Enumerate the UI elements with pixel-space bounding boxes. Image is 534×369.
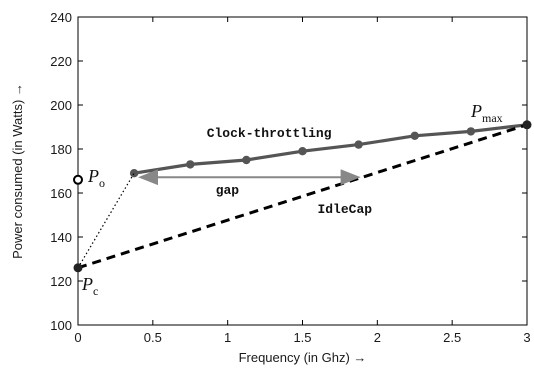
x-axis-label: Frequency (in Ghz) → bbox=[239, 350, 367, 365]
point-p-c-marker bbox=[73, 263, 83, 273]
series-clock-throttling-point bbox=[466, 127, 476, 136]
series-clock-throttling-point bbox=[129, 169, 139, 178]
series-clock-throttling-point bbox=[354, 140, 363, 149]
series-clock-throttling-point bbox=[242, 155, 251, 165]
x-tick-label: 0.5 bbox=[144, 330, 162, 345]
y-tick-label: 200 bbox=[50, 98, 72, 113]
y-tick-label: 220 bbox=[50, 54, 72, 69]
x-tick-label: 0 bbox=[74, 330, 81, 345]
x-tick-label: 3 bbox=[523, 330, 530, 345]
y-tick-label: 160 bbox=[50, 186, 72, 201]
point-p-o-label-sub: o bbox=[99, 176, 105, 190]
point-p-c-label: Pc bbox=[81, 274, 98, 298]
x-tick-label: 2.5 bbox=[443, 330, 461, 345]
point-p-max-label-sub: max bbox=[482, 111, 503, 125]
point-p-max-marker bbox=[522, 120, 532, 130]
y-tick-label: 120 bbox=[50, 274, 72, 289]
y-tick-label: 180 bbox=[50, 142, 72, 157]
series-clock-throttling-point bbox=[410, 131, 419, 140]
point-p-o-marker bbox=[73, 174, 83, 185]
point-p-o-label: Po bbox=[87, 166, 105, 190]
series-clock-throttling-point bbox=[186, 160, 195, 169]
annotation-clock-throttling: Clock-throttling bbox=[207, 126, 332, 141]
x-tick-label: 2 bbox=[374, 330, 381, 345]
annotations: Clock-throttling IdleCap gap bbox=[207, 126, 373, 217]
y-tick-label: 140 bbox=[50, 230, 72, 245]
series-idlecap-line bbox=[77, 123, 528, 270]
series-clock-throttling-line bbox=[133, 123, 528, 175]
x-tick-label: 1.5 bbox=[293, 330, 311, 345]
ticks: 0 0.5 1 1.5 2 2.5 3 100 120 140 160 180 200 220 240 bbox=[50, 10, 530, 345]
y-tick-label: 100 bbox=[50, 318, 72, 333]
x-tick-label: 1 bbox=[224, 330, 231, 345]
y-tick-label: 240 bbox=[50, 10, 72, 25]
annotation-idlecap: IdleCap bbox=[317, 202, 372, 217]
point-p-max-label: Pmax bbox=[470, 101, 503, 125]
annotation-gap: gap bbox=[216, 183, 240, 198]
point-p-c-label-sub: c bbox=[93, 284, 98, 298]
y-axis-label: Power consumed (in Watts) → bbox=[10, 83, 25, 259]
series-clock-throttling-point bbox=[298, 147, 307, 156]
series bbox=[77, 120, 532, 270]
